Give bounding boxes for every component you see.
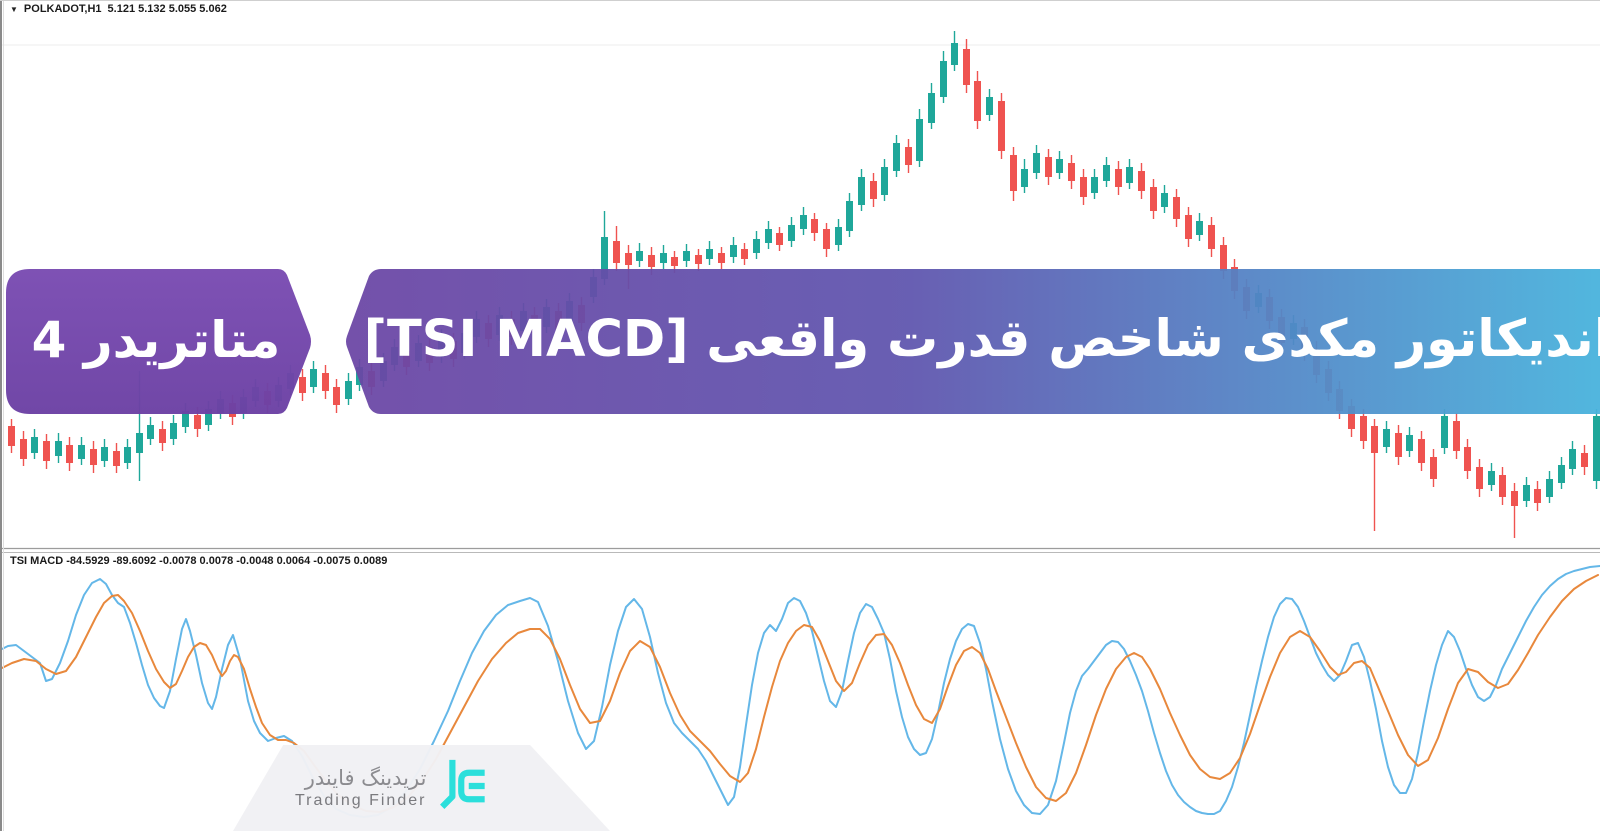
symbol-header: ▼ POLKADOT,H1 5.121 5.132 5.055 5.062: [10, 3, 227, 15]
symbol-dropdown-icon[interactable]: ▼: [10, 4, 18, 14]
watermark-title-fa: تریدینگ فایندر: [304, 765, 427, 790]
ohlc-label: 5.121 5.132 5.055 5.062: [107, 3, 227, 15]
side-banner-title: متاتریدر 4: [31, 310, 281, 369]
trading-finder-logo-icon: [440, 757, 486, 820]
watermark-title-en: Trading Finder: [295, 792, 427, 810]
symbol-label[interactable]: POLKADOT,H1: [23, 3, 102, 15]
panel-separator[interactable]: [0, 547, 1600, 553]
main-banner-title: اندیکاتور مکدی شاخص قدرت واقعی [TSI MACD…: [363, 310, 1600, 369]
main-banner-ribbon: [346, 269, 1600, 414]
window-left-border: [0, 1, 4, 831]
side-banner-ribbon: [6, 269, 311, 414]
tsi-macd-lines: [0, 565, 1600, 818]
indicator-values-label: TSI MACD -84.5929 -89.6092 -0.0078 0.007…: [10, 555, 388, 567]
